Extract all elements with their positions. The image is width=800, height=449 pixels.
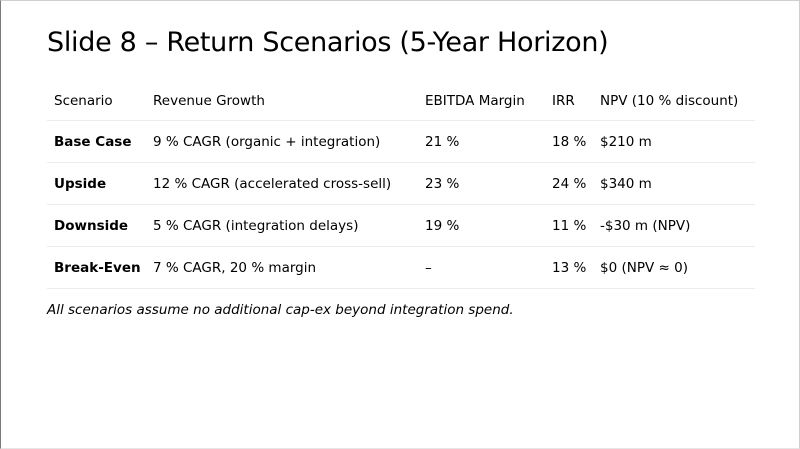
revenue-growth-cell: 5 % CAGR (integration delays) <box>146 204 418 247</box>
header-npv: NPV (10 % discount) <box>593 81 755 121</box>
scenario-name: Base Case <box>47 120 146 163</box>
ebitda-margin-cell: 21 % <box>418 120 545 163</box>
revenue-growth-cell: 9 % CAGR (organic + integration) <box>146 120 418 163</box>
scenario-name: Downside <box>47 204 146 247</box>
header-irr: IRR <box>545 81 593 121</box>
table-header-row: Scenario Revenue Growth EBITDA Margin IR… <box>47 81 755 121</box>
revenue-growth-cell: 12 % CAGR (accelerated cross-sell) <box>146 162 418 205</box>
irr-cell: 13 % <box>545 246 593 289</box>
scenario-name: Break-Even <box>47 246 146 289</box>
table-row: Upside 12 % CAGR (accelerated cross-sell… <box>47 162 755 205</box>
table-row: Base Case 9 % CAGR (organic + integratio… <box>47 120 755 163</box>
npv-cell: $210 m <box>593 120 755 163</box>
header-revenue-growth: Revenue Growth <box>146 81 418 121</box>
scenario-table: Scenario Revenue Growth EBITDA Margin IR… <box>47 81 755 289</box>
ebitda-margin-cell: 19 % <box>418 204 545 247</box>
npv-cell: $0 (NPV ≈ 0) <box>593 246 755 289</box>
slide-title: Slide 8 – Return Scenarios (5-Year Horiz… <box>47 27 609 58</box>
ebitda-margin-cell: – <box>418 246 545 289</box>
scenario-name: Upside <box>47 162 146 205</box>
ebitda-margin-cell: 23 % <box>418 162 545 205</box>
irr-cell: 24 % <box>545 162 593 205</box>
npv-cell: $340 m <box>593 162 755 205</box>
table-row: Downside 5 % CAGR (integration delays) 1… <box>47 204 755 247</box>
header-scenario: Scenario <box>47 81 146 121</box>
irr-cell: 11 % <box>545 204 593 247</box>
header-ebitda-margin: EBITDA Margin <box>418 81 545 121</box>
npv-cell: -$30 m (NPV) <box>593 204 755 247</box>
irr-cell: 18 % <box>545 120 593 163</box>
table-row: Break-Even 7 % CAGR, 20 % margin – 13 % … <box>47 246 755 289</box>
footnote: All scenarios assume no additional cap-e… <box>47 302 514 318</box>
revenue-growth-cell: 7 % CAGR, 20 % margin <box>146 246 418 289</box>
